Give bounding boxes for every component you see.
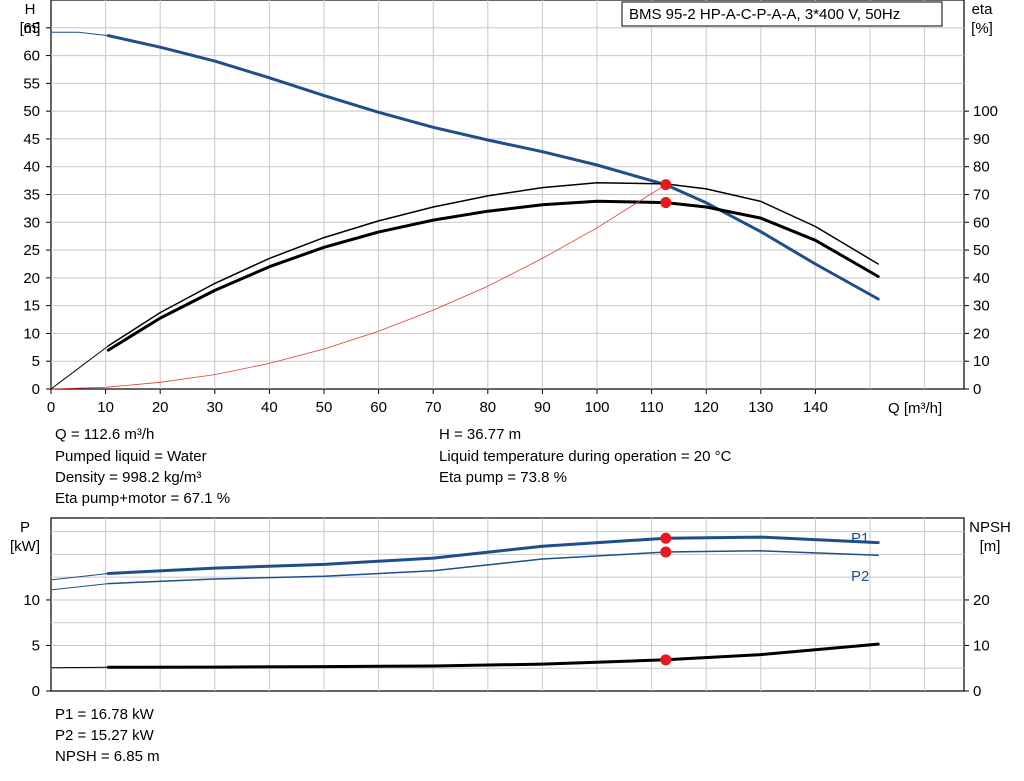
y-left-tick-label: 10 bbox=[23, 592, 40, 609]
p-axis-label: P bbox=[20, 519, 30, 536]
y-right-tick-label: 0 bbox=[973, 683, 981, 700]
y-left-tick-label: 30 bbox=[23, 214, 40, 231]
y-right-tick-label: 70 bbox=[973, 187, 990, 204]
x-tick-label: 100 bbox=[584, 399, 609, 416]
y-right-tick-label: 10 bbox=[973, 637, 990, 654]
bottom-chart-series bbox=[50, 532, 880, 669]
series-line-0-4 bbox=[50, 345, 109, 390]
duty-point-0-1 bbox=[660, 197, 672, 209]
y-left-tick-label: 5 bbox=[32, 353, 40, 370]
y-left-tick-label: 5 bbox=[32, 637, 40, 654]
x-tick-label: 50 bbox=[316, 399, 333, 416]
series-line-0-1 bbox=[50, 31, 109, 37]
x-tick-label: 60 bbox=[370, 399, 387, 416]
y-right-tick-label: 60 bbox=[973, 214, 990, 231]
annotation-npsh: NPSH = 6.85 m bbox=[55, 748, 160, 765]
chart-title: BMS 95-2 HP-A-C-P-A-A, 3*400 V, 50Hz bbox=[629, 6, 900, 23]
x-tick-label: 40 bbox=[261, 399, 278, 416]
duty-point-1-1 bbox=[660, 546, 672, 558]
x-tick-label: 140 bbox=[803, 399, 828, 416]
top-chart-series bbox=[50, 31, 880, 390]
y-left-tick-label: 55 bbox=[23, 75, 40, 92]
y-right-tick-label: 80 bbox=[973, 159, 990, 176]
top-chart-ticks: 0 10 20 30 40 50 60 70 80 90 100 110 120 130 140051015… bbox=[23, 20, 998, 416]
x-tick-label: 0 bbox=[47, 399, 55, 416]
q-axis-label: Q [m³/h] bbox=[888, 400, 942, 417]
series-line-1-5 bbox=[50, 666, 109, 669]
eta-axis-label: eta bbox=[972, 1, 994, 18]
series-line-1-2 bbox=[107, 550, 879, 585]
chart-title-box bbox=[621, 1, 943, 27]
annotation-p2: P2 = 15.27 kW bbox=[55, 727, 155, 744]
npsh-axis-unit: [m] bbox=[980, 538, 1001, 555]
y-left-tick-label: 60 bbox=[23, 48, 40, 65]
y-left-tick-label: 45 bbox=[23, 131, 40, 148]
x-tick-label: 70 bbox=[425, 399, 442, 416]
x-tick-label: 120 bbox=[694, 399, 719, 416]
h-axis-label: H bbox=[25, 1, 36, 18]
annotation-eta-pump-motor: Eta pump+motor = 67.1 % bbox=[55, 490, 230, 507]
y-right-tick-label: 30 bbox=[973, 298, 990, 315]
y-left-tick-label: 25 bbox=[23, 242, 40, 259]
annotation-pumped-liquid: Pumped liquid = Water bbox=[55, 448, 207, 465]
x-tick-label: 30 bbox=[206, 399, 223, 416]
series-line-0-3 bbox=[106, 199, 880, 352]
x-tick-label: 80 bbox=[479, 399, 496, 416]
y-right-tick-label: 10 bbox=[973, 353, 990, 370]
y-left-tick-label: 40 bbox=[23, 159, 40, 176]
p2-series-label: P2 bbox=[851, 568, 869, 585]
top-chart-grid bbox=[51, 0, 964, 389]
series-line-1-1 bbox=[50, 573, 109, 581]
y-right-tick-label: 20 bbox=[973, 592, 990, 609]
annotation-liquid-temperature: Liquid temperature during operation = 20… bbox=[439, 448, 732, 465]
series-line-1-4 bbox=[106, 642, 880, 669]
y-left-tick-label: 35 bbox=[23, 187, 40, 204]
y-right-tick-label: 100 bbox=[973, 103, 998, 120]
annotation-density: Density = 998.2 kg/m³ bbox=[55, 469, 201, 486]
y-left-tick-label: 20 bbox=[23, 270, 40, 287]
y-right-tick-label: 40 bbox=[973, 270, 990, 287]
bottom-chart-ticks: 0 5 10 0 10 20 bbox=[23, 592, 989, 700]
x-tick-label: 130 bbox=[748, 399, 773, 416]
y-right-tick-label: 50 bbox=[973, 242, 990, 259]
annotation-h: H = 36.77 m bbox=[439, 426, 521, 443]
x-tick-label: 10 bbox=[97, 399, 114, 416]
x-tick-label: 90 bbox=[534, 399, 551, 416]
series-line-1-3 bbox=[50, 583, 109, 591]
annotation-q: Q = 112.6 m³/h bbox=[55, 426, 154, 443]
y-left-tick-label: 0 bbox=[32, 381, 40, 398]
y-right-tick-label: 90 bbox=[973, 131, 990, 148]
series-line-0-0 bbox=[106, 34, 880, 301]
x-tick-label: 110 bbox=[640, 399, 664, 416]
series-line-0-5 bbox=[50, 184, 667, 390]
y-left-tick-label: 0 bbox=[32, 683, 40, 700]
duty-point-1-2 bbox=[660, 654, 672, 666]
y-right-tick-label: 20 bbox=[973, 325, 990, 342]
duty-point-0-0 bbox=[660, 179, 672, 191]
npsh-axis-label: NPSH bbox=[969, 519, 1011, 536]
y-left-tick-label: 10 bbox=[23, 325, 40, 342]
y-left-tick-label: 50 bbox=[23, 103, 40, 120]
y-left-tick-label: 15 bbox=[23, 298, 40, 315]
p1-series-label: P1 bbox=[851, 530, 869, 547]
annotation-eta-pump: Eta pump = 73.8 % bbox=[439, 469, 567, 486]
p-axis-unit: [kW] bbox=[10, 538, 40, 555]
eta-axis-unit: [%] bbox=[971, 20, 993, 37]
annotation-p1: P1 = 16.78 kW bbox=[55, 706, 155, 723]
series-line-0-2 bbox=[107, 182, 879, 347]
y-right-tick-label: 0 bbox=[973, 381, 981, 398]
bottom-chart-frame bbox=[50, 517, 965, 692]
x-tick-label: 20 bbox=[152, 399, 169, 416]
series-line-1-0 bbox=[106, 535, 880, 575]
duty-point-1-0 bbox=[660, 532, 672, 544]
y-left-tick-label: 65 bbox=[23, 20, 40, 37]
h-axis-unit: [m] bbox=[20, 20, 41, 37]
